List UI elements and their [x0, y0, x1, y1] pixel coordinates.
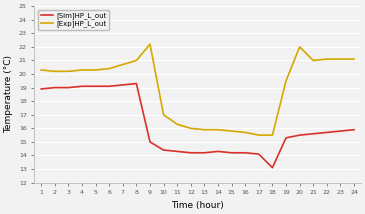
[Sim]HP_L_out	[216, 150, 220, 153]
[Exp]HP_L_out	[352, 58, 356, 60]
[Sim]HP_L_out	[189, 152, 193, 154]
Y-axis label: Temperature (°C): Temperature (°C)	[4, 55, 13, 133]
[Sim]HP_L_out	[53, 86, 57, 89]
[Sim]HP_L_out	[134, 82, 139, 85]
[Exp]HP_L_out	[53, 70, 57, 73]
Line: [Sim]HP_L_out: [Sim]HP_L_out	[41, 83, 354, 168]
[Exp]HP_L_out	[66, 70, 70, 73]
[Sim]HP_L_out	[175, 150, 179, 153]
[Sim]HP_L_out	[107, 85, 111, 88]
[Exp]HP_L_out	[39, 69, 43, 71]
[Sim]HP_L_out	[311, 132, 315, 135]
[Exp]HP_L_out	[134, 59, 139, 62]
[Exp]HP_L_out	[230, 130, 234, 132]
[Exp]HP_L_out	[161, 113, 166, 116]
[Sim]HP_L_out	[257, 153, 261, 155]
[Exp]HP_L_out	[120, 63, 125, 66]
[Exp]HP_L_out	[324, 58, 329, 60]
[Exp]HP_L_out	[80, 69, 84, 71]
[Sim]HP_L_out	[338, 130, 343, 132]
[Sim]HP_L_out	[80, 85, 84, 88]
[Sim]HP_L_out	[93, 85, 98, 88]
Line: [Exp]HP_L_out: [Exp]HP_L_out	[41, 44, 354, 135]
[Exp]HP_L_out	[189, 127, 193, 130]
[Exp]HP_L_out	[175, 123, 179, 126]
[Sim]HP_L_out	[352, 128, 356, 131]
X-axis label: Time (hour): Time (hour)	[171, 201, 224, 210]
[Exp]HP_L_out	[107, 67, 111, 70]
[Sim]HP_L_out	[243, 152, 247, 154]
[Exp]HP_L_out	[148, 43, 152, 45]
[Exp]HP_L_out	[284, 80, 288, 82]
[Sim]HP_L_out	[324, 131, 329, 134]
[Sim]HP_L_out	[202, 152, 207, 154]
[Exp]HP_L_out	[243, 131, 247, 134]
[Exp]HP_L_out	[216, 128, 220, 131]
[Sim]HP_L_out	[230, 152, 234, 154]
Legend: [Sim]HP_L_out, [Exp]HP_L_out: [Sim]HP_L_out, [Exp]HP_L_out	[38, 10, 109, 30]
[Sim]HP_L_out	[270, 166, 274, 169]
[Sim]HP_L_out	[284, 137, 288, 139]
[Exp]HP_L_out	[311, 59, 315, 62]
[Exp]HP_L_out	[202, 128, 207, 131]
[Sim]HP_L_out	[120, 84, 125, 86]
[Sim]HP_L_out	[148, 141, 152, 143]
[Exp]HP_L_out	[297, 46, 302, 48]
[Exp]HP_L_out	[270, 134, 274, 136]
[Sim]HP_L_out	[39, 88, 43, 90]
[Exp]HP_L_out	[93, 69, 98, 71]
[Sim]HP_L_out	[66, 86, 70, 89]
[Sim]HP_L_out	[161, 149, 166, 151]
[Sim]HP_L_out	[297, 134, 302, 136]
[Exp]HP_L_out	[338, 58, 343, 60]
[Exp]HP_L_out	[257, 134, 261, 136]
